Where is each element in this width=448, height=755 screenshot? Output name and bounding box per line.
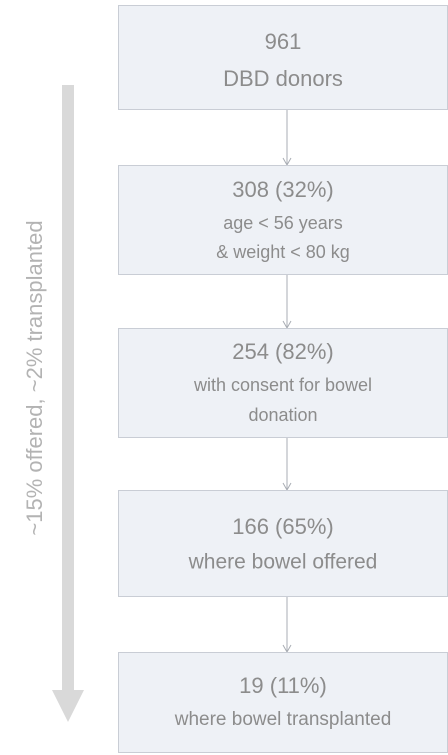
- side-arrow: [52, 85, 84, 722]
- node-box: [118, 652, 448, 753]
- node-text: 254 (82%): [232, 339, 334, 364]
- node-text: where bowel offered: [188, 551, 378, 574]
- node-text: 19 (11%): [239, 673, 327, 698]
- node-text: age < 56 years: [223, 213, 343, 233]
- side-label: ~15% offered, ~2% transplanted: [22, 220, 47, 535]
- node-box: [118, 490, 448, 597]
- node-text: with consent for bowel: [193, 375, 372, 395]
- node-box: [118, 328, 448, 438]
- node-box: [118, 5, 448, 110]
- node-text: & weight < 80 kg: [216, 242, 350, 262]
- node-box: [118, 165, 448, 275]
- node-text: donation: [248, 405, 317, 425]
- node-text: DBD donors: [223, 66, 343, 91]
- node-text: where bowel transplanted: [174, 709, 392, 730]
- node-text: 961: [265, 29, 302, 54]
- node-text: 166 (65%): [232, 514, 334, 539]
- node-text: 308 (32%): [232, 177, 334, 202]
